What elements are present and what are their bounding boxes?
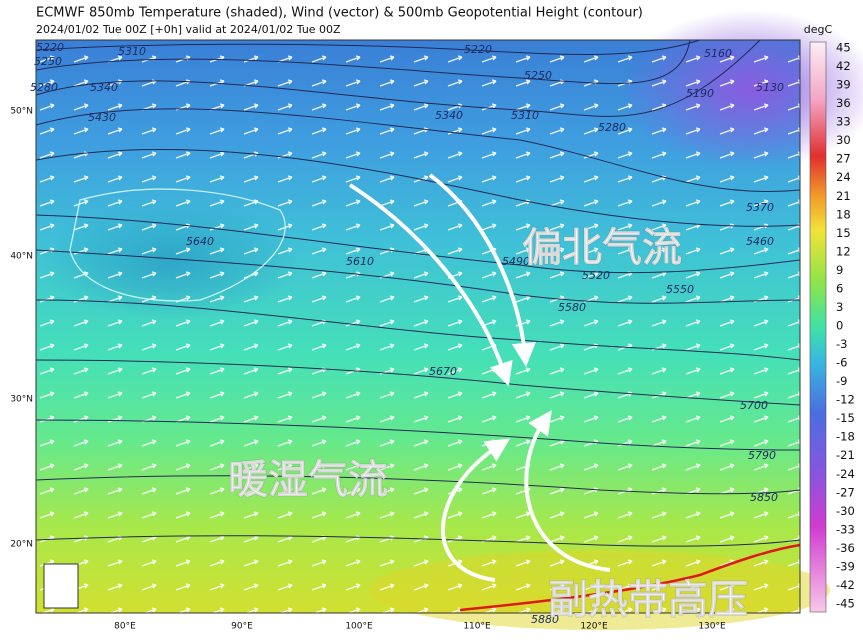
colorbar-label: -15 — [836, 411, 855, 425]
contour-label: 5640 — [186, 235, 214, 248]
colorbar-label: 33 — [836, 115, 851, 129]
colorbar-unit: degC — [804, 23, 833, 36]
colorbar-label: 36 — [836, 96, 851, 110]
colorbar-label: -12 — [836, 393, 855, 407]
colorbar-label: -45 — [836, 597, 855, 611]
colorbar-label: -30 — [836, 504, 855, 518]
colorbar-label: -9 — [836, 374, 847, 388]
map-frame — [35, 39, 801, 614]
inset-map — [43, 563, 79, 609]
contour-label: 5310 — [118, 45, 146, 58]
colorbar-label: 30 — [836, 133, 851, 147]
colorbar-label: -27 — [836, 485, 855, 499]
colorbar-label: 27 — [836, 152, 851, 166]
map-title: ECMWF 850mb Temperature (shaded), Wind (… — [36, 6, 643, 21]
zero-isotherm — [69, 188, 286, 302]
flow-arrows — [348, 173, 611, 582]
annotation: 偏北气流 — [522, 225, 682, 271]
contour-label: 5520 — [582, 269, 610, 282]
lon-label: 110°E — [463, 622, 491, 632]
colorbar-label: 18 — [836, 207, 851, 221]
colorbar-label: 0 — [836, 319, 843, 333]
colorbar-label: -6 — [836, 356, 847, 370]
contour-label: 5220 — [36, 41, 64, 54]
colorbar — [809, 41, 827, 613]
contour-label: 5670 — [429, 365, 457, 378]
contour-label: 5340 — [90, 81, 118, 94]
annotation: 副热带高压 — [548, 577, 748, 623]
colorbar-label: 39 — [836, 78, 851, 92]
colorbar-label: 24 — [836, 170, 851, 184]
colorbar-label: -42 — [836, 578, 855, 592]
contour-label: 5130 — [756, 81, 784, 94]
lat-label: 20°N — [10, 540, 33, 550]
lon-label: 130°E — [698, 622, 726, 632]
contour-label: 5430 — [88, 111, 116, 124]
colorbar-label: 9 — [836, 263, 843, 277]
contour-label: 5310 — [511, 109, 539, 122]
colorbar-label: 21 — [836, 189, 851, 203]
colorbar-label: 12 — [836, 244, 851, 258]
contour-label: 5220 — [464, 43, 492, 56]
colorbar-label: 3 — [836, 300, 843, 314]
contour-label: 5580 — [558, 301, 586, 314]
colorbar-label: -39 — [836, 559, 855, 573]
annotation: 暖湿气流 — [228, 457, 388, 503]
contour-label: 5460 — [746, 235, 774, 248]
contour-label: 5610 — [346, 255, 374, 268]
contour-label: 5250 — [524, 69, 552, 82]
contour-label: 5370 — [746, 201, 774, 214]
height-contours — [35, 39, 801, 547]
contour-label: 5280 — [598, 121, 626, 134]
lon-label: 120°E — [580, 622, 608, 632]
lon-label: 100°E — [345, 622, 373, 632]
colorbar-label: -24 — [836, 467, 855, 481]
contour-label: 5250 — [34, 55, 62, 68]
colorbar-label: 6 — [836, 281, 843, 295]
5880-line — [459, 543, 801, 612]
map-area — [35, 10, 863, 630]
contour-label: 5790 — [748, 449, 776, 462]
contour-label: 5700 — [740, 399, 768, 412]
lon-label: 90°E — [231, 622, 253, 632]
contour-label: 5280 — [30, 81, 58, 94]
contour-label: 5880 — [531, 613, 559, 626]
lat-label: 40°N — [10, 252, 33, 262]
colorbar-label: -33 — [836, 522, 855, 536]
contour-label: 5190 — [686, 87, 714, 100]
colorbar-label: 45 — [836, 41, 851, 55]
contour-label: 5340 — [435, 109, 463, 122]
map-subtitle: 2024/01/02 Tue 00Z [+0h] valid at 2024/0… — [36, 23, 341, 36]
lat-label: 50°N — [10, 107, 33, 117]
lon-label: 80°E — [114, 622, 136, 632]
colorbar-label: -36 — [836, 541, 855, 555]
colorbar-label: -21 — [836, 448, 855, 462]
contour-label: 5160 — [704, 47, 732, 60]
wind-vectors — [36, 40, 800, 613]
colorbar-label: 15 — [836, 226, 851, 240]
colorbar-label: 42 — [836, 59, 851, 73]
lat-label: 30°N — [10, 395, 33, 405]
colorbar-label: -18 — [836, 430, 855, 444]
contour-label: 5490 — [502, 255, 530, 268]
colorbar-label: -3 — [836, 337, 847, 351]
contour-label: 5550 — [666, 283, 694, 296]
contour-label: 5850 — [750, 491, 778, 504]
